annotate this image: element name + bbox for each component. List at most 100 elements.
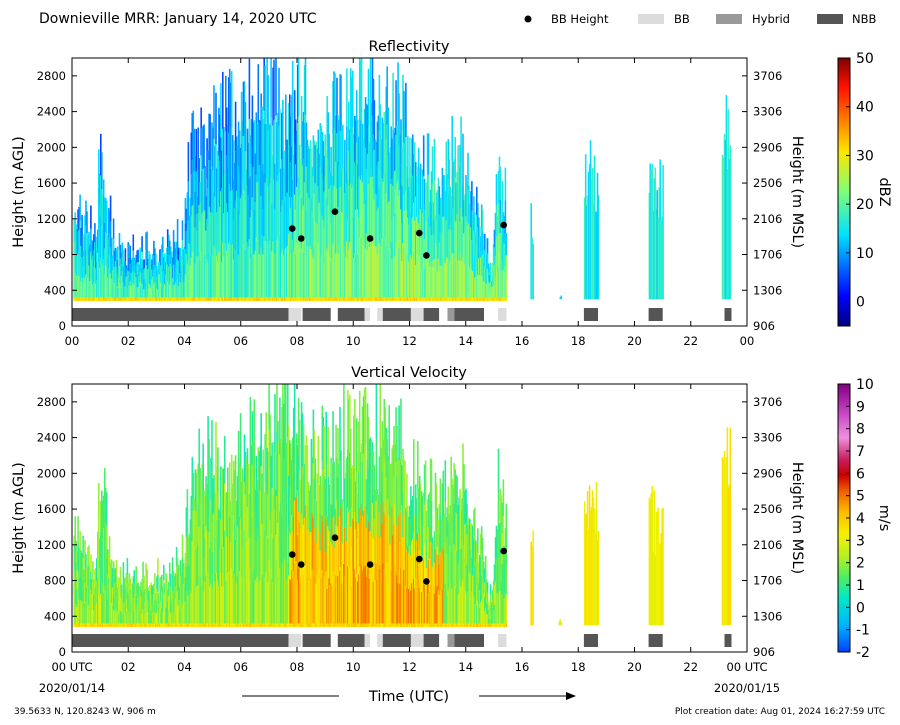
y-tick-label-right: 2906 (753, 140, 782, 154)
bb-class-bar-nbb (583, 308, 598, 321)
y-tick-label-right: 2506 (753, 176, 782, 190)
bb-class-bar-nbb (423, 308, 440, 321)
colorbar-tick-label: 9 (856, 399, 865, 415)
bb-class-bar-hybrid (447, 308, 455, 321)
bb-height-dot (288, 551, 296, 558)
x-tick-label: 02 (121, 334, 136, 348)
bb-height-dot (500, 547, 508, 555)
reflectivity-bb-class-bars (72, 308, 732, 321)
vertical-velocity-heatmap (73, 384, 732, 627)
y-tick-label: 800 (44, 574, 66, 588)
y-tick-label: 1200 (37, 538, 66, 552)
colorbar-tick-label: 10 (856, 246, 874, 262)
x-tick-label: 14 (458, 660, 473, 674)
x-tick-label: 04 (177, 334, 192, 348)
y-tick-label: 1600 (37, 502, 66, 516)
legend-nbb-label: NBB (852, 12, 876, 26)
bb-height-dot (423, 578, 430, 585)
colorbar-tick-label: 20 (856, 197, 874, 213)
vertical-velocity-panel: Vertical Velocity 00 UTC 02 04 06 08 10 12 14 16… (11, 365, 892, 674)
colorbar-tick-label: 0 (856, 295, 865, 311)
colorbar-tick-label: -1 (856, 623, 870, 639)
bb-class-bar-bb (364, 634, 371, 647)
figure-title: Downieville MRR: January 14, 2020 UTC (39, 11, 317, 27)
bb-class-bar-nbb (583, 634, 598, 647)
vertical-velocity-colorbar-ticks: -2 -1 0 1 2 3 4 5 6 7 8 9 10 (846, 377, 874, 661)
legend-bb-swatch (638, 14, 664, 24)
y-tick-label: 2800 (37, 69, 66, 83)
colorbar-tick-label: 50 (856, 51, 874, 67)
y-tick-label: 2000 (37, 140, 66, 154)
reflectivity-colorbar (837, 57, 851, 327)
bb-class-bar-nbb (454, 308, 484, 321)
colorbar-tick-label: 1 (856, 578, 865, 594)
x-tick-label: 22 (683, 334, 698, 348)
y-tick-label: 400 (44, 283, 66, 297)
colorbar-tick-label: 2 (856, 556, 865, 572)
y-tick-label-right: 3706 (753, 69, 782, 83)
bb-class-bar-nbb (423, 634, 440, 647)
x-tick-label: 14 (458, 334, 473, 348)
reflectivity-title: Reflectivity (369, 39, 450, 55)
bb-class-bar-bb (410, 308, 424, 321)
colorbar-tick-label: 5 (856, 489, 865, 505)
bb-height-dot (331, 208, 339, 215)
bb-height-dot (331, 534, 339, 541)
x-tick-label: 06 (233, 334, 248, 348)
vertical-velocity-bb-class-bars (72, 634, 732, 647)
reflectivity-ylabel-right: Height (m MSL) (789, 136, 805, 248)
y-tick-label-right: 1706 (753, 574, 782, 588)
y-tick-label-right: 2506 (753, 502, 782, 516)
x-tick-label: 20 (627, 334, 642, 348)
site-location: 39.5633 N, 120.8243 W, 906 m (14, 707, 156, 717)
colorbar-tick-label: -2 (856, 645, 870, 661)
x-tick-label: 00 (740, 334, 755, 348)
bb-height-dot (297, 235, 305, 242)
bb-class-bar-nbb (454, 634, 484, 647)
bb-height-dot (297, 561, 305, 568)
bb-class-bar-bb (498, 308, 507, 321)
bb-class-bar-hybrid (447, 634, 455, 647)
colorbar-tick-label: 30 (856, 148, 874, 164)
bb-class-bar-nbb (382, 634, 411, 647)
x-tick-label: 10 (346, 660, 361, 674)
bb-height-dot (416, 229, 423, 237)
legend-bb-height-label: BB Height (551, 12, 609, 26)
vertical-velocity-ylabel-right: Height (m MSL) (789, 462, 805, 574)
y-tick-label-right: 1306 (753, 609, 782, 623)
x-tick-label: 04 (177, 660, 192, 674)
bb-class-bar-nbb (382, 308, 411, 321)
x-tick-label: 16 (515, 334, 530, 348)
bb-class-bar-bb (377, 634, 383, 647)
legend-hybrid-swatch (716, 14, 742, 24)
x-tick-label: 10 (346, 334, 361, 348)
bb-class-bar-bb (498, 634, 507, 647)
x-tick-label: 02 (121, 660, 136, 674)
colorbar-tick-label: 3 (856, 533, 865, 549)
y-tick-label: 2400 (37, 105, 66, 119)
vertical-velocity-colorbar-label: m/s (876, 505, 892, 532)
y-tick-label-right: 1306 (753, 283, 782, 297)
x-tick-label: 00 (65, 334, 80, 348)
colorbar-tick-label: 40 (856, 100, 874, 116)
colorbar-tick-label: 6 (856, 466, 865, 482)
bb-class-bar-nbb (724, 308, 732, 321)
bb-height-dot (288, 225, 296, 232)
legend: BB Height BB Hybrid NBB (524, 12, 876, 26)
reflectivity-ylabel: Height (m AGL) (11, 136, 27, 248)
x-start-date: 2020/01/14 (39, 681, 105, 695)
x-tick-label: 18 (571, 334, 586, 348)
y-tick-label-right: 906 (753, 645, 775, 659)
x-tick-label: 08 (290, 334, 305, 348)
bb-class-bar-bb (410, 634, 424, 647)
y-tick-label-right: 3706 (753, 395, 782, 409)
x-tick-label: 00 UTC (726, 660, 767, 674)
colorbar-tick-label: 4 (856, 511, 865, 527)
bb-class-bar-nbb (648, 634, 663, 647)
x-tick-label: 08 (290, 660, 305, 674)
reflectivity-colorbar-ticks: 0 10 20 30 40 50 (846, 51, 874, 311)
bb-height-dot (366, 235, 374, 242)
legend-bb-height-marker (524, 15, 532, 23)
